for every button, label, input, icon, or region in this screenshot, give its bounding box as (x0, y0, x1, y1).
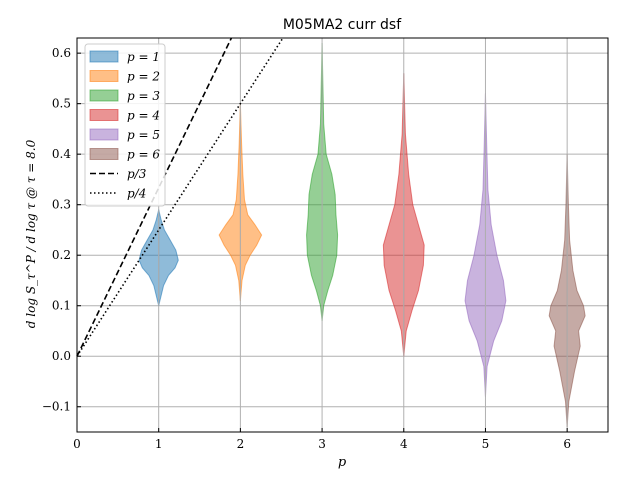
ticks: 0 1 2 3 4 5 6 −0.1 0.0 0.1 0.2 0.3 0.4 0.5 0.6 (42, 46, 571, 451)
legend-label: p = 3 (127, 89, 160, 103)
legend-label: p = 4 (127, 109, 160, 123)
axes-frame (76, 37, 609, 433)
x-tick-label: 3 (318, 437, 326, 451)
y-tick-label: 0.0 (52, 349, 71, 363)
legend-box (84, 43, 166, 207)
chart-title: M05MA2 curr dsf (283, 17, 402, 33)
x-tick-label: 1 (155, 437, 163, 451)
legend-label: p/3 (127, 167, 147, 181)
legend-label: p = 6 (127, 148, 160, 162)
y-tick-label: 0.3 (52, 198, 71, 212)
legend-swatch (89, 89, 119, 102)
x-axis-label: p (338, 455, 347, 470)
x-tick-label: 6 (563, 437, 571, 451)
violins (138, 43, 586, 427)
y-tick-label: 0.6 (52, 46, 71, 60)
legend-swatch (89, 50, 119, 63)
x-tick-label: 4 (400, 437, 408, 451)
legend-label: p/4 (127, 187, 146, 201)
legend-swatch (89, 128, 119, 141)
x-tick-label: 5 (482, 437, 490, 451)
legend-swatch (89, 109, 119, 121)
y-tick-label: 0.5 (52, 97, 71, 111)
legend-label: p = 2 (127, 70, 160, 84)
legend-label: p = 1 (127, 50, 160, 64)
y-tick-label: −0.1 (42, 400, 71, 414)
x-tick-label: 0 (73, 437, 81, 451)
legend-swatch (89, 148, 119, 160)
y-tick-label: 0.1 (52, 299, 71, 313)
legend: p = 1 p = 2 p = 3 p = 4 p = 5 p = 6 p/3 p/4 (84, 43, 166, 207)
legend-label: p = 5 (127, 128, 160, 142)
y-tick-label: 0.4 (52, 147, 71, 161)
y-tick-label: 0.2 (52, 248, 71, 262)
y-axis-label: d log S_τ^P / d log τ @ τ = 8.0 (24, 139, 38, 328)
x-tick-label: 2 (237, 437, 245, 451)
legend-swatch (89, 70, 119, 82)
